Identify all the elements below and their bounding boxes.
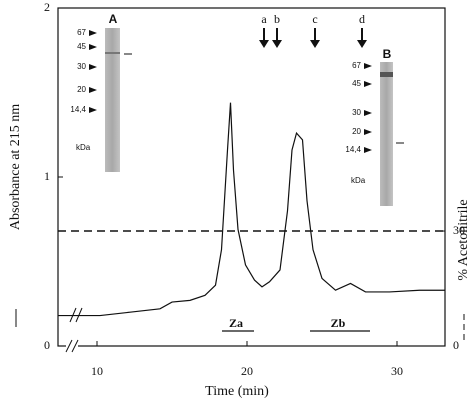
fraction-letter: b (274, 12, 280, 26)
marker-label: 20 (352, 127, 361, 136)
marker-label: 20 (77, 85, 86, 94)
arrow-head (357, 40, 367, 48)
x-tick-label: 20 (241, 364, 253, 378)
fraction-letter: d (359, 12, 365, 26)
marker-label: 45 (352, 79, 361, 88)
marker-arrow (89, 87, 97, 93)
marker-label: 67 (352, 61, 361, 70)
gel-label: B (383, 47, 392, 61)
marker-arrow (364, 147, 372, 153)
marker-label: 45 (77, 42, 86, 51)
marker-arrow (364, 81, 372, 87)
marker-arrow (89, 30, 97, 36)
gel-band (105, 52, 120, 54)
marker-arrow (364, 129, 372, 135)
y-axis-title: Absorbance at 215 nm (8, 104, 23, 327)
arrow-head (259, 40, 269, 48)
y2-axis-title: % Acetonitrile (456, 199, 471, 340)
gel-inset-b (380, 62, 393, 206)
marker-arrow (89, 64, 97, 70)
marker-label: 30 (77, 62, 86, 71)
marker-arrow (89, 44, 97, 50)
y-tick-label: 0 (44, 338, 50, 352)
absorbance-trace (58, 102, 445, 317)
marker-arrow (364, 110, 372, 116)
y-tick-label: 2 (44, 0, 50, 14)
pool-label: Za (229, 316, 243, 330)
unit-label: kDa (351, 176, 366, 185)
y2-tick-label: 0 (453, 338, 459, 352)
fraction-letter: a (261, 12, 267, 26)
x-tick-label: 10 (91, 364, 103, 378)
marker-label: 14,4 (70, 105, 86, 114)
unit-label: kDa (76, 143, 91, 152)
gel-label: A (109, 12, 118, 26)
gel-band (380, 72, 393, 77)
y2-tick-label: 30 (453, 223, 465, 237)
gel-inset-a (105, 28, 120, 172)
marker-arrow (364, 63, 372, 69)
x-tick-label: 30 (391, 364, 403, 378)
marker-arrow (89, 107, 97, 113)
y-tick-label: 1 (44, 169, 50, 183)
marker-label: 67 (77, 28, 86, 37)
pool-label: Zb (331, 316, 346, 330)
x-axis-label: Time (min) (205, 384, 269, 399)
y-axis-label: Absorbance at 215 nm (8, 104, 23, 230)
marker-label: 30 (352, 108, 361, 117)
fraction-letter: c (312, 12, 317, 26)
marker-label: 14,4 (345, 145, 361, 154)
arrow-head (272, 40, 282, 48)
arrow-head (310, 40, 320, 48)
y2-axis-label: % Acetonitrile (456, 199, 471, 280)
